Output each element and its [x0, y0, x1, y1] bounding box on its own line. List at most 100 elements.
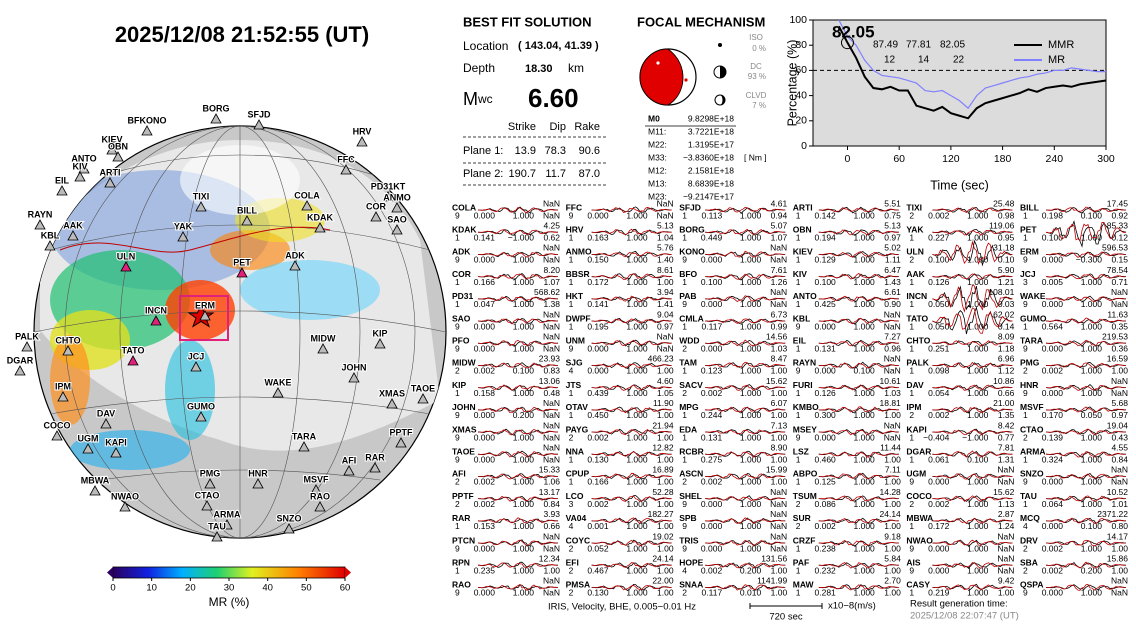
station-stat: −1.000 — [508, 232, 535, 242]
station-label: JOHN — [341, 362, 366, 372]
station-stat: 1.00 — [771, 565, 788, 575]
station-stat: 0.000 — [928, 565, 950, 575]
station-label: PPTF — [389, 427, 413, 437]
station-stat: 1.000 — [513, 499, 535, 509]
station-value: 3.94 — [657, 287, 674, 297]
station-stat: 1.00 — [657, 454, 674, 464]
colorbar — [112, 566, 346, 579]
station-label: DGAR — [7, 355, 34, 365]
station-value: 9.04 — [657, 309, 674, 319]
station-stat: 0.000 — [1042, 521, 1064, 531]
station-stat: 0.002 — [587, 432, 609, 442]
station-value: 15.62 — [766, 376, 788, 386]
station-stat: 0.002 — [474, 477, 496, 487]
station-stat: 0.153 — [474, 521, 496, 531]
station-stat: 1 — [1023, 232, 1028, 242]
station-stat: 1.000 — [626, 388, 648, 398]
station-stat: 1 — [796, 477, 801, 487]
station-marker — [210, 113, 222, 124]
waveform — [705, 206, 786, 213]
y-tick-label: 100 — [789, 14, 807, 26]
station-stat: 0.227 — [928, 232, 950, 242]
station-stat: 1.000 — [740, 410, 762, 420]
station-label: ARTI — [100, 167, 121, 177]
station-stat: 1 — [909, 299, 914, 309]
station-stat: NaN — [997, 565, 1014, 575]
waveform — [932, 517, 1013, 524]
waveform — [1045, 220, 1127, 248]
station-stat: NaN — [543, 454, 560, 464]
waveform — [705, 539, 786, 546]
station-stat: 0.002 — [701, 388, 723, 398]
station-marker — [283, 523, 295, 534]
waveform — [1045, 251, 1127, 258]
station-name: PTCN — [452, 535, 475, 545]
plane-value: 11.7 — [545, 168, 566, 180]
waveform — [477, 273, 559, 280]
waveform — [818, 340, 899, 347]
station-name: KIEV — [793, 247, 813, 257]
station-name: TIXI — [906, 202, 922, 212]
station-value: 596.53 — [1102, 243, 1128, 253]
station-stat: 0.002 — [474, 366, 496, 376]
station-name: WDD — [679, 335, 699, 345]
station-stat: 1 — [909, 588, 914, 598]
waveform — [705, 339, 786, 346]
station-stat: 0.43 — [1111, 432, 1128, 442]
station-value: 2371.22 — [1097, 509, 1128, 519]
station-stat: 9 — [455, 343, 460, 353]
waveform — [591, 517, 672, 524]
station-label: MIDW — [311, 333, 336, 343]
station-stat: 1.000 — [967, 565, 989, 575]
station-marker — [382, 191, 394, 202]
station-name: CMLA — [679, 313, 704, 323]
station-name: SHEL — [679, 491, 702, 501]
station-stat: 0.251 — [928, 343, 950, 353]
station-stat: 2 — [796, 521, 801, 531]
waveform — [705, 562, 786, 569]
x-tick-label: 120 — [942, 153, 960, 165]
station-name: OBN — [793, 224, 812, 234]
station-value: 19.04 — [1107, 420, 1129, 430]
waveform — [477, 473, 559, 480]
station-stat: 1.000 — [626, 255, 648, 265]
station-stat: 1.00 — [657, 432, 674, 442]
station-stat: 1.03 — [884, 388, 901, 398]
station-marker — [317, 343, 329, 354]
station-stat: NaN — [543, 432, 560, 442]
station-stat: 0.195 — [587, 321, 609, 331]
station-marker — [34, 219, 46, 230]
station-label: ARMA — [214, 509, 241, 519]
station-name: DGAR — [906, 446, 931, 456]
waveform — [705, 228, 786, 235]
station-stat: 0.170 — [1042, 410, 1064, 420]
station-value: 22.00 — [652, 576, 674, 586]
station-label: IPM — [55, 381, 71, 391]
y-tick-label: 0 — [801, 140, 807, 152]
station-stat: 0.126 — [815, 388, 837, 398]
station-stat: 9 — [909, 543, 914, 553]
station-stat: 0.000 — [474, 410, 496, 420]
station-stat: 0.050 — [928, 321, 950, 331]
station-stat: 1.000 — [626, 565, 648, 575]
station-stat: 1.00 — [884, 477, 901, 487]
station-label: EIL — [55, 175, 70, 185]
station-label: PET — [233, 257, 251, 267]
station-name: MIDW — [452, 358, 477, 368]
station-stat: 1.00 — [998, 588, 1015, 598]
mag-label: Mwc — [463, 89, 493, 109]
station-value: 12.82 — [652, 442, 674, 452]
station-stat: 1.000 — [854, 277, 876, 287]
station-marker — [14, 365, 26, 376]
station-marker — [51, 430, 63, 441]
station-value: 3.93 — [543, 509, 560, 519]
station-marker — [252, 478, 264, 489]
station-name: BORG — [679, 224, 705, 234]
station-stat: 0.232 — [815, 565, 837, 575]
waveform — [1045, 384, 1127, 391]
station-stat: 2 — [569, 588, 574, 598]
waveform — [1045, 317, 1127, 324]
station-value: 131.56 — [761, 553, 787, 563]
annotation: 82.05 — [940, 40, 965, 51]
station-name: TAU — [1020, 491, 1037, 501]
